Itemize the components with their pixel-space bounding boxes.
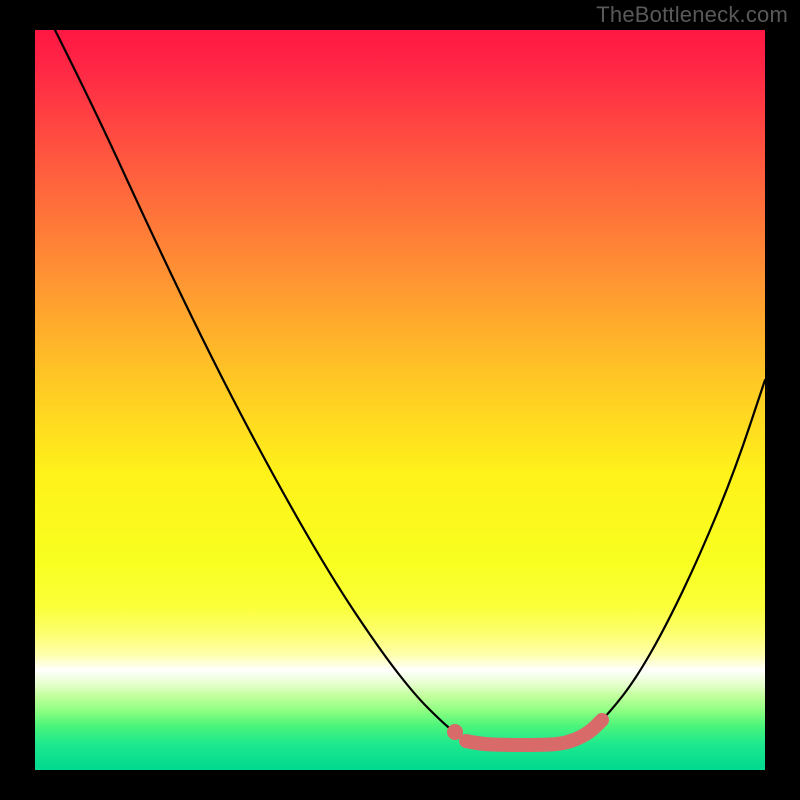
stage: TheBottleneck.com bbox=[0, 0, 800, 800]
plot-background bbox=[35, 30, 765, 770]
bottleneck-chart bbox=[0, 0, 800, 800]
optimal-point-dot bbox=[447, 724, 463, 740]
